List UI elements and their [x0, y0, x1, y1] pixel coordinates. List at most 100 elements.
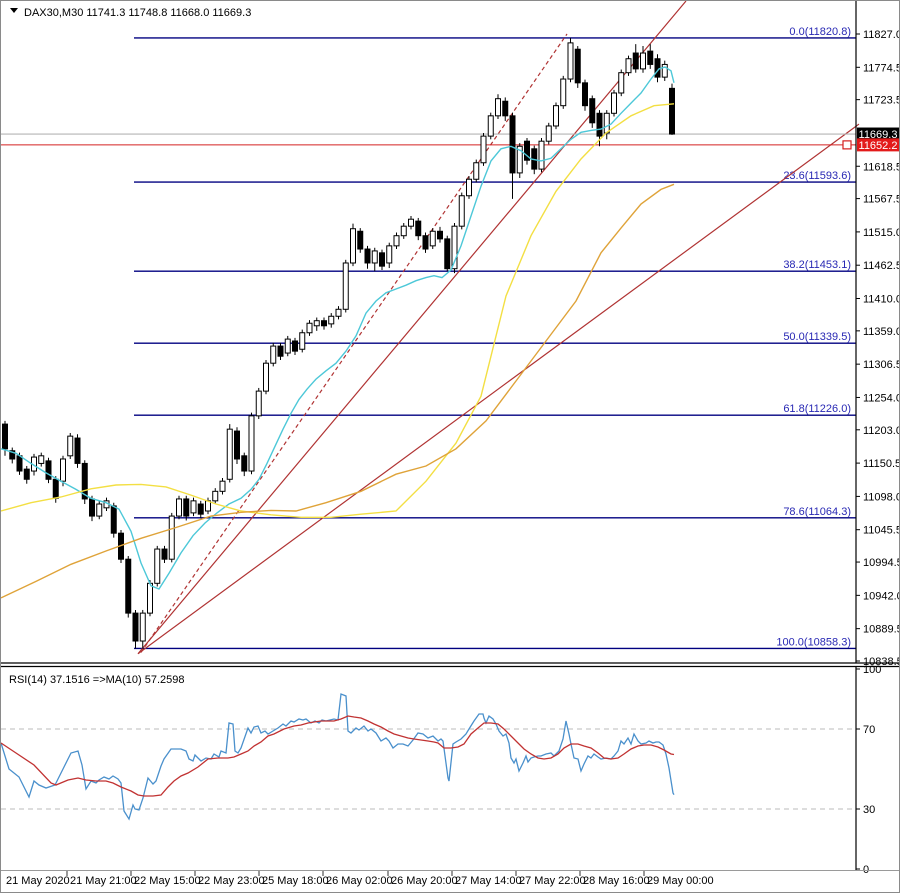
bid-price-badge — [857, 127, 899, 141]
price-axis-label: 11567.5 — [863, 194, 899, 206]
candle-bear — [357, 230, 364, 250]
candle-bull — [603, 112, 610, 134]
ma-orange-line — [1, 183, 675, 599]
price-axis-label: 11203.0 — [863, 425, 899, 437]
candle-bull — [429, 230, 436, 247]
time-axis-label[interactable]: 25 May 18:00 — [262, 875, 329, 887]
candle-bull — [408, 218, 414, 227]
candle-bear — [582, 82, 588, 107]
time-axis-label[interactable]: 26 May 02:00 — [326, 875, 393, 887]
trendline-dashed[interactable] — [140, 33, 568, 653]
candle-bull — [661, 63, 668, 78]
candle-bull — [154, 548, 161, 584]
candle-bull — [342, 262, 349, 310]
time-axis-label[interactable]: 22 May 15:00 — [134, 875, 201, 887]
candle-bear — [81, 462, 88, 500]
chart-title-ohlc: DAX30,M30 11741.3 11748.8 11668.0 11669.… — [24, 7, 251, 19]
candle-bear — [197, 503, 204, 515]
fib-level-label: 61.8(11226.0) — [783, 403, 851, 415]
rsi-axis-label: 70 — [863, 724, 875, 736]
candle-bear — [415, 220, 422, 237]
rsi-line — [1, 693, 675, 821]
candle-bull — [567, 42, 574, 80]
price-axis-label: 11515.0 — [863, 227, 899, 239]
candle-bull — [248, 415, 255, 472]
candle-bull — [516, 145, 523, 174]
candle-bear — [45, 460, 52, 480]
candle-bear — [589, 98, 596, 124]
candle-bull — [38, 455, 45, 464]
time-axis-label[interactable]: 22 May 23:00 — [198, 875, 265, 887]
candle-bear — [89, 498, 95, 517]
candle-bear — [16, 455, 23, 472]
candle-bull — [270, 345, 277, 364]
alert-price-badge — [857, 138, 899, 152]
time-axis-label[interactable]: 21 May 21:00 — [70, 875, 137, 887]
candle-bear — [437, 230, 443, 240]
candle-bull — [313, 320, 320, 327]
price-axis-label: 11359.0 — [863, 326, 899, 338]
candle-bull — [560, 78, 567, 107]
candle-bear — [364, 248, 371, 264]
candle-bull — [255, 390, 262, 417]
candle-bull — [212, 490, 219, 502]
candle-bull — [219, 480, 226, 492]
candle-bull — [618, 72, 625, 94]
time-axis-label[interactable]: 27 May 22:00 — [519, 875, 586, 887]
candle-bull — [466, 178, 472, 197]
candle-bull — [328, 315, 335, 325]
candle-bull — [139, 612, 146, 642]
time-axis-label[interactable]: 26 May 20:00 — [391, 875, 458, 887]
price-axis-label: 11098.0 — [863, 491, 899, 503]
time-axis-label[interactable]: 28 May 16:00 — [583, 875, 650, 887]
time-axis-label[interactable]: 21 May 2020 — [6, 875, 70, 887]
candle-bear — [110, 505, 117, 534]
candle-bull — [386, 245, 393, 264]
rsi-ma-line — [1, 715, 675, 797]
rsi-axis-label: 30 — [863, 804, 875, 816]
price-axis-label: 10838.5 — [863, 656, 899, 668]
time-axis-label[interactable]: 29 May 00:00 — [647, 875, 714, 887]
candle-bear — [596, 112, 603, 137]
symbol-dropdown-icon[interactable] — [10, 8, 18, 13]
candle-bear — [574, 48, 581, 84]
price-axis-label: 11410.0 — [863, 294, 899, 306]
candle-bear — [52, 478, 59, 499]
candle-bear — [509, 115, 516, 174]
candle-bull — [480, 135, 487, 164]
candle-bull — [393, 235, 400, 247]
alert-line-marker[interactable] — [842, 140, 852, 150]
time-axis-label[interactable]: 27 May 14:00 — [455, 875, 522, 887]
candle-bull — [263, 362, 269, 392]
alert-price-badge-text: 11652.2 — [859, 140, 898, 152]
candle-bull — [451, 225, 458, 270]
fib-level-label: 0.0(11820.8) — [789, 26, 851, 38]
candle-bear — [161, 548, 168, 560]
price-axis-label: 10942.0 — [863, 590, 899, 602]
candle-bull — [400, 225, 407, 237]
candle-bull — [168, 515, 175, 560]
candle-bull — [545, 125, 552, 142]
candle-bull — [473, 162, 480, 180]
fib-level-label: 100.0(10858.3) — [776, 636, 851, 648]
candle-bear — [9, 450, 16, 460]
candle-bull — [60, 458, 66, 482]
candle-bull — [371, 250, 378, 264]
candle-bull — [284, 338, 291, 354]
candle-bear — [654, 58, 661, 78]
candle-bull — [350, 228, 356, 264]
candle-bull — [176, 498, 182, 517]
candle-bear — [422, 235, 429, 250]
candle-bull — [335, 308, 342, 317]
price-axis-label: 11045.5 — [863, 525, 899, 537]
candle-bear — [277, 345, 284, 357]
candle-bull — [458, 195, 465, 227]
candle-bull — [226, 428, 233, 480]
trendline-solid[interactable] — [137, 123, 860, 655]
candle-bear — [2, 423, 8, 450]
candle-bull — [625, 58, 632, 74]
price-axis-label: 10994.5 — [863, 557, 899, 569]
